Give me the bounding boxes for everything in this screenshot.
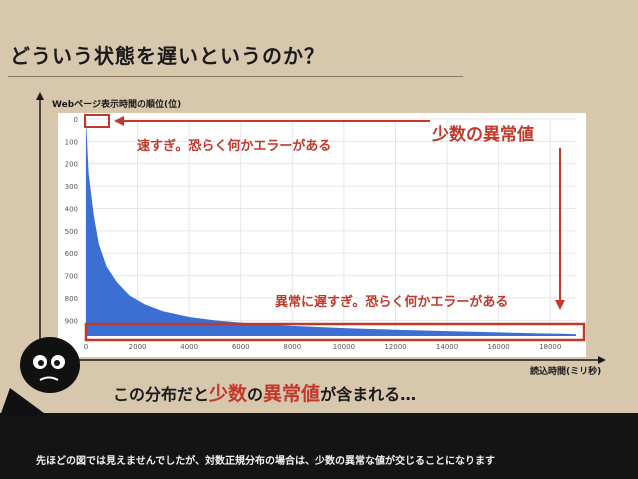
footer-band — [0, 413, 638, 479]
x-tick-label: 4000 — [180, 343, 198, 351]
caption: この分布だと少数の異常値が含まれる… — [113, 379, 416, 406]
y-tick-label: 900 — [65, 317, 78, 325]
y-tick-label: 500 — [65, 228, 78, 236]
caption-mid: の — [247, 385, 264, 404]
y-tick-label: 600 — [65, 250, 78, 258]
y-axis-label: Webページ表示時間の順位(位) — [52, 100, 182, 110]
x-axis-arrowhead — [598, 356, 606, 364]
footer-text: 先ほどの図では見えませんでしたが、対数正規分布の場合は、少数の異常な値が交じるこ… — [36, 456, 495, 467]
x-tick-label: 16000 — [487, 343, 509, 351]
annotation-too-fast: 速すぎ。恐らく何かエラーがある — [137, 139, 332, 154]
caption-red-2: 異常値 — [263, 383, 321, 405]
y-tick-label: 400 — [65, 205, 78, 213]
highlight-slow-box — [84, 322, 586, 342]
caption-post: が含まれる… — [320, 385, 417, 404]
y-tick-label: 200 — [65, 161, 78, 169]
y-tick-label: 100 — [65, 138, 78, 146]
x-tick-label: 10000 — [333, 343, 355, 351]
mascot-illustration — [0, 337, 80, 416]
caption-red-1: 少数 — [209, 383, 248, 405]
y-tick-label: 700 — [65, 273, 78, 281]
arrowhead-fast — [114, 116, 124, 126]
x-tick-label: 14000 — [436, 343, 458, 351]
annotation-too-slow: 異常に遅すぎ。恐らく何かエラーがある — [275, 295, 509, 310]
y-tick-label: 800 — [65, 295, 78, 303]
y-tick-label: 0 — [74, 116, 78, 124]
x-axis-label: 読込時間(ミリ秒) — [530, 367, 602, 377]
annotation-outliers: 少数の異常値 — [432, 125, 534, 145]
y-tick-label: 300 — [65, 183, 78, 191]
slide-title: どういう状態を遅いというのか？ — [10, 44, 325, 68]
y-axis-arrowhead — [36, 92, 44, 100]
highlight-fast-box — [84, 114, 110, 128]
x-tick-label: 18000 — [539, 343, 561, 351]
caption-pre: この分布だと — [113, 385, 210, 404]
area-series — [86, 119, 576, 336]
x-tick-label: 8000 — [283, 343, 301, 351]
x-tick-label: 6000 — [232, 343, 250, 351]
x-tick-label: 12000 — [384, 343, 406, 351]
x-tick-label: 0 — [84, 343, 88, 351]
title-underline — [8, 76, 463, 77]
x-tick-label: 2000 — [129, 343, 147, 351]
arrowhead-slow — [555, 300, 565, 310]
